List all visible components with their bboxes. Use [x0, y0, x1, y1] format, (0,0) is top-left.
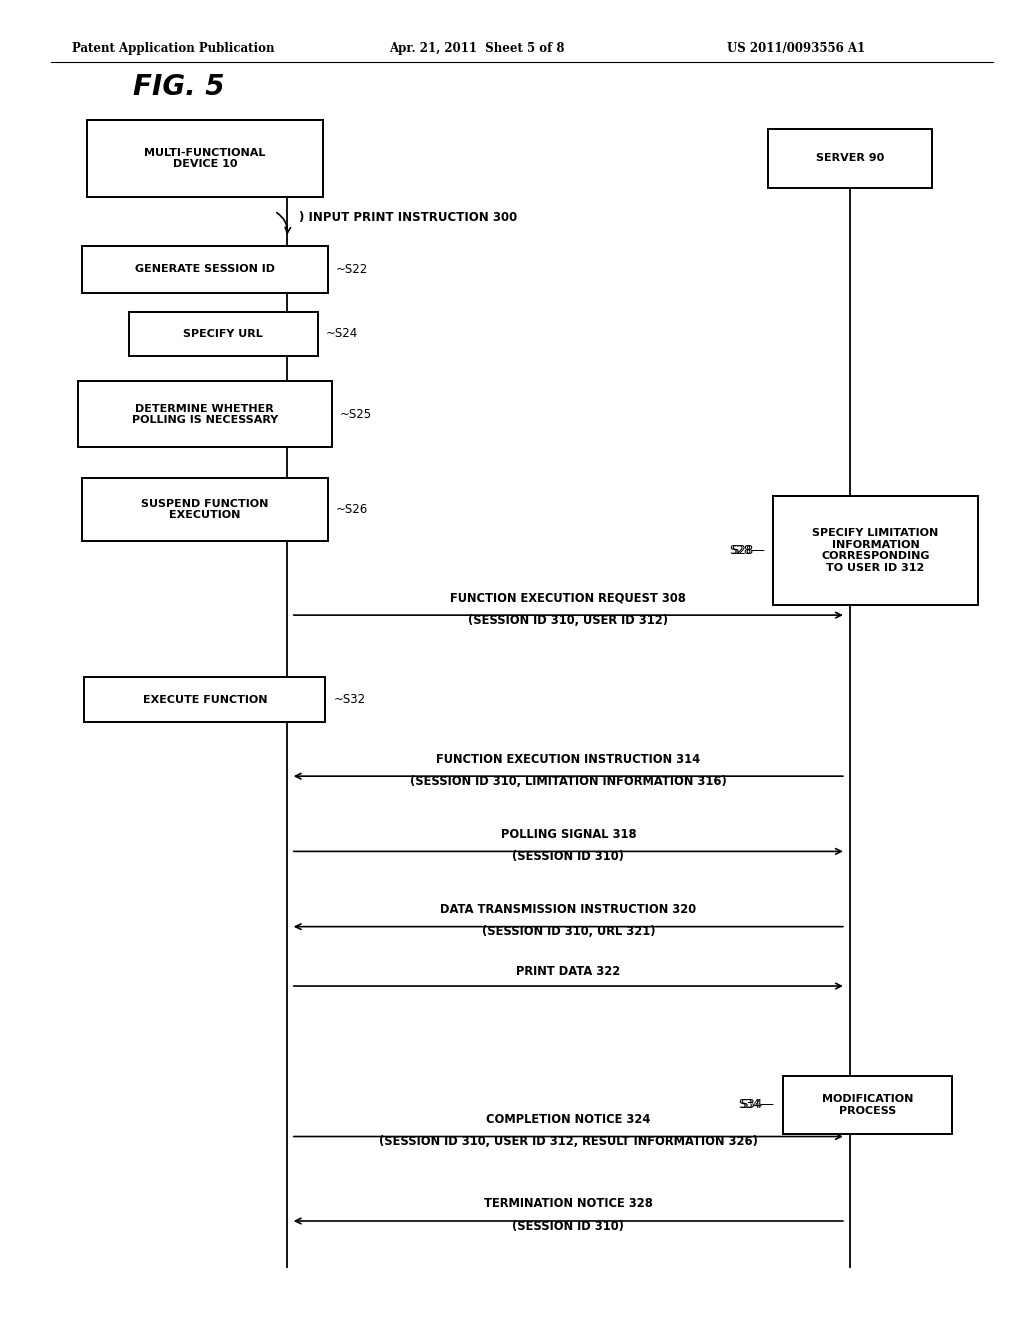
Bar [78, 381, 332, 447]
Text: (SESSION ID 310, USER ID 312): (SESSION ID 310, USER ID 312) [468, 614, 669, 627]
Text: TERMINATION NOTICE 328: TERMINATION NOTICE 328 [484, 1197, 652, 1210]
Text: MODIFICATION
PROCESS: MODIFICATION PROCESS [821, 1094, 913, 1115]
Text: SUSPEND FUNCTION
EXECUTION: SUSPEND FUNCTION EXECUTION [141, 499, 268, 520]
Text: ~S32: ~S32 [334, 693, 366, 706]
Text: DETERMINE WHETHER
POLLING IS NECESSARY: DETERMINE WHETHER POLLING IS NECESSARY [132, 404, 278, 425]
Text: US 2011/0093556 A1: US 2011/0093556 A1 [727, 42, 865, 55]
Text: EXECUTE FUNCTION: EXECUTE FUNCTION [142, 694, 267, 705]
Text: COMPLETION NOTICE 324: COMPLETION NOTICE 324 [486, 1113, 650, 1126]
Text: (SESSION ID 310): (SESSION ID 310) [512, 1220, 625, 1233]
Text: ~S24: ~S24 [326, 327, 358, 341]
Text: Patent Application Publication: Patent Application Publication [72, 42, 274, 55]
Text: (SESSION ID 310): (SESSION ID 310) [512, 850, 625, 863]
Text: SPECIFY LIMITATION
INFORMATION
CORRESPONDING
TO USER ID 312: SPECIFY LIMITATION INFORMATION CORRESPON… [812, 528, 939, 573]
Bar [773, 496, 978, 605]
Bar [82, 246, 328, 293]
Bar [768, 128, 932, 187]
Bar [129, 312, 317, 356]
Text: MULTI-FUNCTIONAL
DEVICE 10: MULTI-FUNCTIONAL DEVICE 10 [144, 148, 265, 169]
Bar [782, 1076, 952, 1134]
Text: (SESSION ID 310, LIMITATION INFORMATION 316): (SESSION ID 310, LIMITATION INFORMATION … [410, 775, 727, 788]
Bar [85, 677, 326, 722]
Text: FIG. 5: FIG. 5 [133, 73, 224, 102]
Text: ~S25: ~S25 [340, 408, 372, 421]
Bar [87, 120, 323, 197]
Text: SPECIFY URL: SPECIFY URL [183, 329, 263, 339]
Text: ) INPUT PRINT INSTRUCTION 300: ) INPUT PRINT INSTRUCTION 300 [299, 211, 517, 224]
Text: SERVER 90: SERVER 90 [816, 153, 884, 164]
Text: S28―: S28― [729, 544, 763, 557]
Text: S28—: S28— [731, 544, 765, 557]
Text: PRINT DATA 322: PRINT DATA 322 [516, 965, 621, 978]
Text: Apr. 21, 2011  Sheet 5 of 8: Apr. 21, 2011 Sheet 5 of 8 [389, 42, 564, 55]
Text: POLLING SIGNAL 318: POLLING SIGNAL 318 [501, 828, 636, 841]
Text: FUNCTION EXECUTION REQUEST 308: FUNCTION EXECUTION REQUEST 308 [451, 591, 686, 605]
Text: FUNCTION EXECUTION INSTRUCTION 314: FUNCTION EXECUTION INSTRUCTION 314 [436, 752, 700, 766]
Bar [82, 478, 328, 541]
Text: (SESSION ID 310, URL 321): (SESSION ID 310, URL 321) [481, 925, 655, 939]
Text: ~S26: ~S26 [336, 503, 368, 516]
Text: S34―: S34― [738, 1098, 772, 1111]
Text: GENERATE SESSION ID: GENERATE SESSION ID [135, 264, 274, 275]
Text: (SESSION ID 310, USER ID 312, RESULT INFORMATION 326): (SESSION ID 310, USER ID 312, RESULT INF… [379, 1135, 758, 1148]
Text: ~S22: ~S22 [336, 263, 368, 276]
Text: DATA TRANSMISSION INSTRUCTION 320: DATA TRANSMISSION INSTRUCTION 320 [440, 903, 696, 916]
Text: S34—: S34— [740, 1098, 774, 1111]
